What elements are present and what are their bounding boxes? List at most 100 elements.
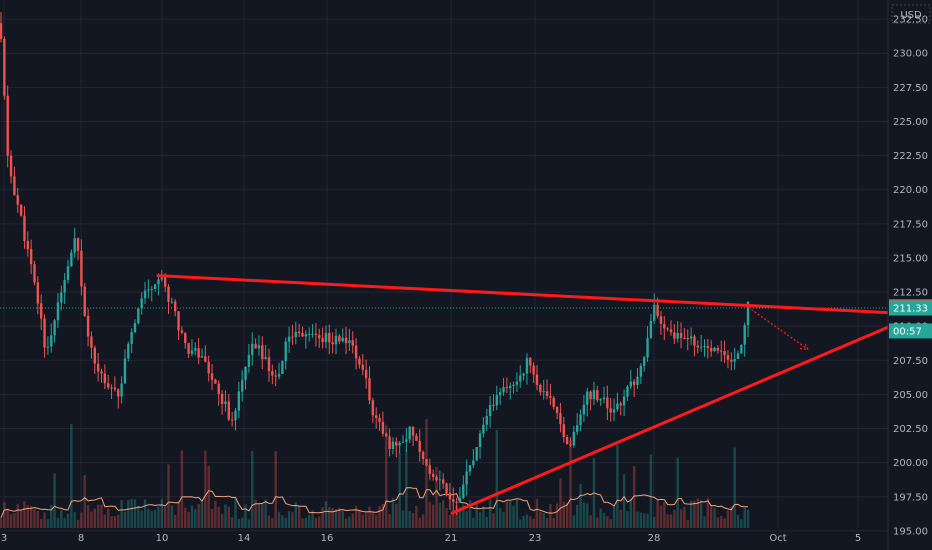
volume-bar (462, 504, 465, 528)
volume-bar (33, 508, 36, 528)
candle (170, 297, 174, 304)
volume-bar (36, 510, 40, 528)
volume-bar (519, 519, 522, 528)
candle (579, 409, 582, 432)
volume-bar (612, 506, 616, 528)
volume-bar (204, 450, 207, 528)
candle (730, 352, 733, 371)
candle (110, 384, 113, 399)
volume-bar (331, 508, 334, 528)
volume-bar (622, 474, 626, 528)
candle (676, 321, 679, 343)
candle (448, 483, 452, 510)
volume-bar (107, 508, 110, 528)
candle (388, 428, 391, 457)
candle (576, 413, 579, 435)
volume-bar (324, 501, 328, 528)
candle (375, 407, 378, 429)
price-tick-label: 205.00 (893, 390, 928, 401)
candle (348, 328, 351, 351)
candle (3, 36, 6, 100)
candle (689, 327, 693, 345)
time-tick-label: 5 (855, 533, 861, 544)
volume-bar (364, 512, 368, 528)
candle (468, 465, 472, 476)
volume-bar (639, 512, 643, 528)
candle (686, 329, 689, 351)
volume-bar (207, 465, 210, 528)
price-axis[interactable]: 232.50 230.00 227.50 225.00 222.50 220.00 217.… (893, 15, 928, 538)
volume-bar (120, 500, 123, 528)
candle (174, 299, 177, 317)
candle (338, 334, 341, 345)
candle (653, 293, 656, 325)
candle (153, 283, 157, 292)
volume-bar (83, 474, 86, 528)
candle (230, 411, 234, 427)
candle (117, 388, 120, 409)
volume-bar (643, 513, 646, 528)
candle (277, 362, 281, 380)
volume-bar (475, 500, 478, 528)
volume-bar (726, 510, 730, 528)
candle (220, 390, 224, 415)
trendline[interactable] (450, 320, 902, 515)
volume-bar (254, 499, 257, 528)
candle (616, 392, 619, 412)
candle (559, 403, 562, 433)
volume-bar (502, 511, 505, 528)
candle (733, 347, 736, 370)
candle (663, 316, 666, 340)
volume-bar (532, 519, 535, 528)
volume-bar (46, 519, 50, 528)
volume-bar (743, 507, 746, 528)
volume-bar (482, 506, 485, 528)
candle (495, 385, 498, 411)
candle (167, 284, 170, 314)
volume-bar (244, 504, 247, 528)
candle (475, 446, 478, 461)
volume-bar (431, 504, 435, 528)
time-axis[interactable]: 3 8 10 14 16 21 23 28 Oct 5 (1, 533, 861, 544)
candle (351, 331, 354, 354)
volume-bar (133, 499, 137, 528)
volume-bar (713, 508, 716, 528)
volume-bar (676, 457, 679, 528)
price-axis-background (888, 0, 932, 550)
volume-bar (589, 515, 592, 528)
volume-bar (368, 506, 371, 528)
volume-bar (559, 478, 562, 528)
volume-bar (304, 517, 308, 528)
volume-bar (569, 439, 572, 528)
volume-bar (576, 504, 579, 528)
volume-bar (153, 509, 157, 528)
candle (693, 334, 696, 357)
candle (418, 429, 421, 462)
price-tick-label: 200.00 (893, 458, 928, 469)
candle (646, 326, 649, 362)
trendline[interactable] (156, 274, 902, 315)
candle (190, 339, 194, 357)
volume-bar (602, 512, 606, 528)
volume-bar (281, 515, 284, 528)
candle (207, 355, 210, 382)
candle (29, 239, 33, 275)
price-badge: 211.33 (889, 300, 932, 316)
candle (586, 387, 589, 417)
volume-bar (60, 510, 63, 528)
currency-selector[interactable]: USD (891, 4, 931, 24)
volume-bar (385, 425, 388, 528)
volume-bar (683, 507, 686, 528)
projection-arrow[interactable] (747, 306, 809, 350)
candle (666, 327, 669, 332)
annotations (156, 274, 902, 515)
volume-bar (609, 519, 612, 528)
volume-bar (210, 509, 214, 528)
candle (301, 326, 304, 338)
candle (200, 348, 204, 358)
volume-bar (710, 505, 713, 528)
candle (555, 405, 559, 420)
candle (431, 469, 435, 481)
